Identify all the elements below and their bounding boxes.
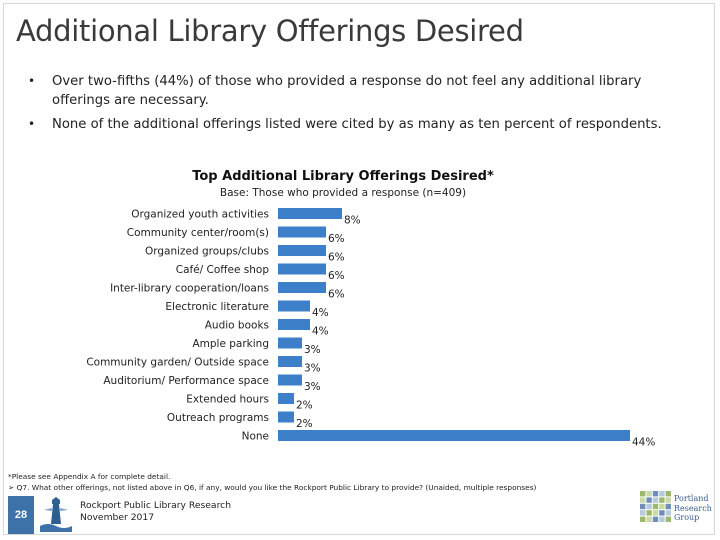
bullet-icon: • <box>28 117 36 131</box>
bullet-icon: • <box>28 74 36 88</box>
logo-grid-cell <box>659 491 665 497</box>
value-label: 3% <box>304 344 321 356</box>
category-label: Community garden/ Outside space <box>86 356 269 368</box>
bar <box>278 337 302 349</box>
logo-grid-cell <box>646 503 652 510</box>
category-label: Organized youth activities <box>131 208 269 220</box>
bullet-text: Over two-fifths (44%) of those who provi… <box>52 74 642 108</box>
category-label: Community center/room(s) <box>127 227 269 239</box>
research-group-logo-text: Portland Research Group <box>674 494 712 523</box>
bullet-text: None of the additional offerings listed … <box>52 117 662 132</box>
bar <box>278 430 630 441</box>
logo-grid-cell <box>646 491 652 497</box>
research-group-logo-icon <box>640 491 671 522</box>
logo-word: Portland <box>674 494 709 503</box>
logo-grid-cell <box>646 510 652 516</box>
logo-grid-cell <box>659 497 665 503</box>
category-label: Outreach programs <box>167 412 269 424</box>
logo-grid-cell <box>659 503 665 510</box>
footnote: *Please see Appendix A for complete deta… <box>8 471 536 493</box>
bar <box>278 300 310 312</box>
chart-title: Top Additional Library Offerings Desired… <box>192 169 494 184</box>
logo-grid-cell <box>652 503 659 510</box>
bar <box>278 282 326 293</box>
logo-grid-cell <box>665 510 671 516</box>
category-label: Auditorium/ Performance space <box>103 375 269 387</box>
category-label: Organized groups/clubs <box>145 245 269 257</box>
org-name: Rockport Public Library Research <box>80 500 232 511</box>
footnote-question: ➢ Q7. What other offerings, not listed a… <box>8 482 536 493</box>
value-label: 8% <box>344 215 361 227</box>
category-label: Electronic literature <box>165 301 269 313</box>
category-label: Audio books <box>205 319 269 331</box>
page-number: 28 <box>8 496 34 534</box>
value-label: 4% <box>312 307 329 319</box>
logo-grid-cell <box>646 497 652 503</box>
category-label: Inter-library cooperation/loans <box>110 282 269 294</box>
value-label: 3% <box>304 363 321 375</box>
question-text: Q7. What other offerings, not listed abo… <box>16 483 537 492</box>
chart-subtitle: Base: Those who provided a response (n=4… <box>219 187 467 199</box>
bar <box>278 393 294 404</box>
value-label: 6% <box>328 270 345 282</box>
logo-grid-cell <box>652 497 659 503</box>
logo-grid-cell <box>646 516 652 522</box>
logo-grid-cell <box>640 497 646 503</box>
bar <box>278 319 310 330</box>
bar <box>278 226 326 238</box>
value-label: 4% <box>312 326 329 338</box>
footnote-appendix: *Please see Appendix A for complete deta… <box>8 472 171 481</box>
category-label: None <box>242 430 269 442</box>
value-label: 3% <box>304 381 321 393</box>
value-label: 6% <box>328 289 345 301</box>
arrow-bullet-icon: ➢ <box>8 483 15 492</box>
logo-grid-cell <box>665 491 671 497</box>
category-label: Ample parking <box>192 338 269 350</box>
value-label: 2% <box>296 400 313 412</box>
bar <box>278 374 302 386</box>
bullet-list: • Over two-fifths (44%) of those who pro… <box>28 72 700 139</box>
bar <box>278 263 326 275</box>
footer-organization: Rockport Public Library Research Novembe… <box>80 500 231 524</box>
value-label: 6% <box>328 252 345 264</box>
logo-word: Research <box>674 503 712 513</box>
logo-grid-cell <box>652 516 659 522</box>
logo-grid-cell <box>652 510 659 516</box>
bullet-item: • Over two-fifths (44%) of those who pro… <box>28 72 700 110</box>
category-label: Extended hours <box>186 393 269 405</box>
page-title: Additional Library Offerings Desired <box>16 14 524 48</box>
slide-frame <box>3 3 715 535</box>
logo-grid-cell <box>640 491 646 497</box>
logo-grid-cell <box>659 510 665 516</box>
logo-grid-cell <box>652 491 659 497</box>
bar <box>278 245 326 256</box>
category-label: Café/ Coffee shop <box>176 264 270 276</box>
logo-grid-cell <box>640 516 646 522</box>
value-label: 2% <box>296 418 313 430</box>
logo-grid-cell <box>665 516 671 522</box>
bar <box>278 411 294 423</box>
logo-word: Group <box>674 513 700 522</box>
logo-grid-cell <box>665 497 671 503</box>
logo-grid-cell <box>640 510 646 516</box>
logo-grid-cell <box>640 503 646 510</box>
report-date: November 2017 <box>80 512 155 523</box>
bar <box>278 356 302 367</box>
bullet-item: • None of the additional offerings liste… <box>28 115 700 134</box>
logo-grid-cell <box>665 503 671 510</box>
bar-chart: Organized youth activities 8% Community ce… <box>86 208 655 449</box>
value-label: 6% <box>328 233 345 245</box>
bar <box>278 208 342 219</box>
lighthouse-logo-icon <box>36 496 76 534</box>
logo-grid-cell <box>659 516 665 522</box>
value-label: 44% <box>632 437 655 449</box>
